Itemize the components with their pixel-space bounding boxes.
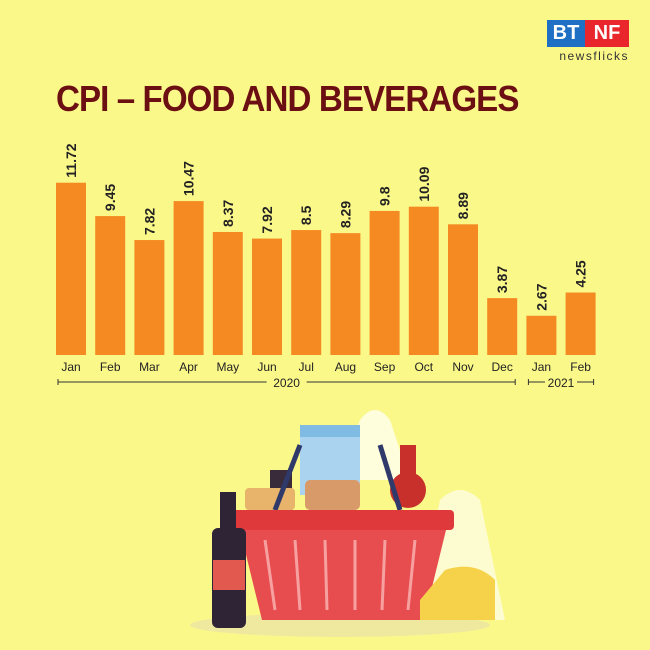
bar-0 <box>56 182 86 355</box>
bar-10 <box>448 224 478 355</box>
value-label: 10.47 <box>181 161 197 196</box>
value-label: 8.29 <box>337 201 353 228</box>
bar-12 <box>526 315 557 355</box>
bar-2 <box>134 240 165 355</box>
bar-3 <box>173 201 204 355</box>
category-label: Mar <box>139 360 160 374</box>
value-label: 8.37 <box>220 199 236 226</box>
bar-8 <box>369 210 400 355</box>
value-label: 7.82 <box>141 208 157 235</box>
category-label: Dec <box>492 360 513 374</box>
category-label: Feb <box>100 360 121 374</box>
category-label: Apr <box>179 360 198 374</box>
year-label: 2021 <box>548 376 575 390</box>
bar-6 <box>291 230 322 355</box>
bar-9 <box>408 206 439 355</box>
logo-nf: NF <box>585 20 629 47</box>
year-label: 2020 <box>273 376 300 390</box>
value-label: 8.89 <box>455 192 471 219</box>
category-label: Jan <box>532 360 551 374</box>
value-label: 9.8 <box>377 186 393 206</box>
bar-5 <box>252 238 282 355</box>
category-label: Feb <box>570 360 591 374</box>
logo-bt: BT <box>547 20 585 47</box>
category-label: May <box>216 360 239 374</box>
value-label: 11.72 <box>63 143 79 177</box>
value-label: 3.87 <box>494 266 510 293</box>
category-label: Jul <box>299 360 314 374</box>
value-label: 7.92 <box>259 206 275 233</box>
logo-subtitle: newsflicks <box>559 49 629 63</box>
value-label: 4.25 <box>573 260 589 287</box>
category-label: Sep <box>374 360 396 374</box>
bar-13 <box>565 292 596 355</box>
value-label: 9.45 <box>102 184 118 211</box>
bar-1 <box>95 216 126 355</box>
category-label: Jan <box>61 360 80 374</box>
grocery-basket-illustration <box>190 410 505 637</box>
value-label: 10.09 <box>416 166 432 201</box>
category-label: Jun <box>257 360 276 374</box>
chart-title: CPI – FOOD AND BEVERAGES <box>56 78 519 119</box>
category-label: Aug <box>335 360 356 374</box>
category-label: Oct <box>414 360 433 374</box>
brand-logo: BT NF newsflicks <box>547 20 629 63</box>
bar-11 <box>487 298 518 355</box>
category-label: Nov <box>452 360 473 374</box>
value-label: 2.67 <box>533 283 549 310</box>
value-label: 8.5 <box>298 205 314 225</box>
bar-4 <box>212 231 243 355</box>
bar-7 <box>330 233 361 355</box>
